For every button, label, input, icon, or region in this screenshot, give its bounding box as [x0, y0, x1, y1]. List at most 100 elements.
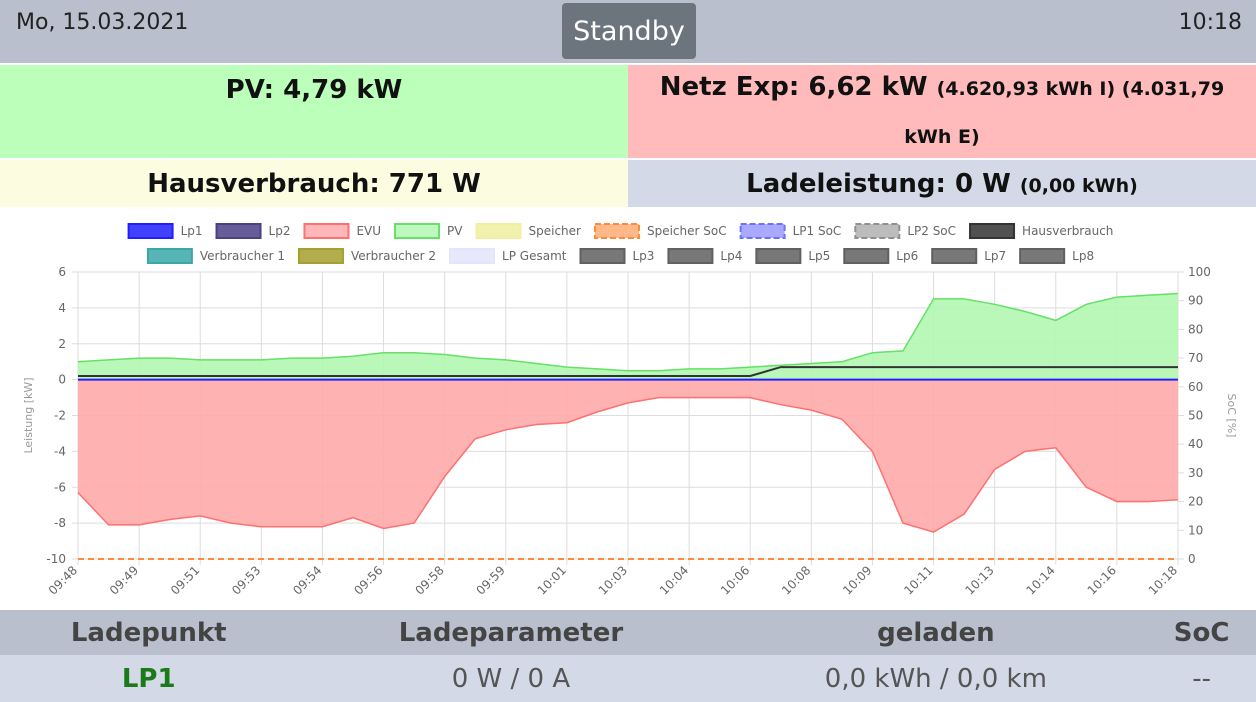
- legend-item[interactable]: Lp5: [755, 248, 830, 264]
- y-axis-title: Leistung [kW]: [22, 377, 35, 453]
- legend-swatch: [146, 248, 193, 264]
- column-header: SoC: [1147, 610, 1256, 655]
- legend-swatch: [739, 223, 786, 239]
- column-header: geladen: [724, 610, 1148, 655]
- line: [78, 366, 1178, 377]
- legend-label: EVU: [356, 224, 381, 238]
- x-tick-label: 10:04: [657, 563, 691, 597]
- legend-swatch: [449, 248, 496, 264]
- column-header: Ladeparameter: [297, 610, 725, 655]
- column-header: Ladepunkt: [0, 610, 298, 655]
- legend-item[interactable]: Lp8: [1019, 248, 1094, 264]
- legend-swatch: [394, 223, 441, 239]
- legend: Lp1 Lp2 EVU PV Speicher Speicher SoC LP1 SoC LP…: [127, 223, 1113, 264]
- y-tick-label: -6: [54, 480, 66, 494]
- legend-swatch: [297, 248, 344, 264]
- y2-tick-label: 90: [1188, 294, 1203, 308]
- x-tick-label: 09:56: [351, 563, 385, 597]
- y-tick-label: -2: [54, 409, 66, 423]
- y-tick-label: -4: [54, 444, 66, 458]
- y2-tick-label: 20: [1188, 495, 1203, 509]
- y2-axis-title: SoC [%]: [1225, 394, 1238, 438]
- legend-label: Verbraucher 1: [200, 249, 285, 263]
- date: Mo, 15.03.2021: [16, 10, 189, 35]
- legend-item[interactable]: LP1 SoC: [739, 223, 842, 239]
- legend-item[interactable]: Lp4: [667, 248, 742, 264]
- legend-label: Lp6: [896, 249, 918, 263]
- x-tick-label: 10:06: [718, 563, 752, 597]
- legend-swatch: [843, 248, 890, 264]
- legend-swatch: [931, 248, 978, 264]
- x-tick-label: 09:58: [412, 563, 446, 597]
- legend-item[interactable]: Speicher SoC: [593, 223, 727, 239]
- legend-swatch: [854, 223, 901, 239]
- netz-detail: (4.620,93 kWh I) (4.031,79 kWh E): [904, 77, 1225, 148]
- ladepunkt-table: Ladepunkt Ladeparameter geladen SoC LP1 0 W …: [0, 610, 1256, 702]
- y2-tick-label: 80: [1188, 322, 1203, 336]
- legend-label: Lp8: [1072, 249, 1094, 263]
- y2-tick-label: 0: [1188, 552, 1196, 566]
- legend-label: Lp5: [808, 249, 830, 263]
- legend-swatch: [303, 223, 350, 239]
- y-tick-label: 4: [58, 301, 66, 315]
- y2-tick-label: 10: [1188, 523, 1203, 537]
- legend-label: Speicher SoC: [647, 224, 727, 238]
- status-button[interactable]: Standby: [562, 3, 696, 59]
- x-tick-label: 10:18: [1146, 563, 1180, 597]
- cell[interactable]: LP1: [0, 655, 298, 702]
- y2-tick-label: 100: [1188, 265, 1211, 279]
- x-tick-label: 09:59: [474, 563, 508, 597]
- x-tick-label: 10:03: [596, 563, 630, 597]
- legend-item[interactable]: Verbraucher 2: [297, 248, 436, 264]
- x-tick-label: 09:48: [46, 563, 80, 597]
- legend-item[interactable]: Lp6: [843, 248, 918, 264]
- x-tick-label: 10:08: [779, 563, 813, 597]
- lade-tile: Ladeleistung: 0 W (0,00 kWh): [628, 160, 1256, 207]
- legend-item[interactable]: PV: [394, 223, 463, 239]
- legend-swatch: [579, 248, 626, 264]
- cell: --: [1147, 655, 1256, 702]
- legend-label: Speicher: [528, 224, 581, 238]
- x-tick-label: 10:16: [1085, 563, 1119, 597]
- x-tick-label: 10:01: [535, 563, 569, 597]
- lade-main: Ladeleistung: 0 W: [746, 168, 1011, 199]
- legend-item[interactable]: LP2 SoC: [854, 223, 956, 239]
- area-line: [77, 292, 1179, 372]
- legend-item[interactable]: Lp3: [579, 248, 654, 264]
- x-tick-label: 10:11: [901, 563, 935, 597]
- x-tick-label: 10:14: [1024, 563, 1058, 597]
- legend-item[interactable]: EVU: [303, 223, 381, 239]
- pv-tile: PV: 4,79 kW: [0, 65, 628, 158]
- legend-label: Lp2: [269, 224, 291, 238]
- y2-tick-label: 50: [1188, 409, 1203, 423]
- x-tick-label: 10:13: [962, 563, 996, 597]
- legend-item[interactable]: Lp2: [215, 223, 291, 239]
- legend-item[interactable]: Speicher: [475, 223, 581, 239]
- legend-label: LP2 SoC: [907, 224, 956, 238]
- legend-swatch: [215, 223, 262, 239]
- haus-tile: Hausverbrauch: 771 W: [0, 160, 628, 207]
- legend-item[interactable]: Verbraucher 1: [146, 248, 285, 264]
- x-tick-label: 09:49: [107, 563, 141, 597]
- lade-detail: (0,00 kWh): [1019, 174, 1138, 197]
- pv-text: PV: 4,79 kW: [225, 75, 403, 105]
- cell: 0 W / 0 A: [297, 655, 725, 702]
- legend-swatch: [969, 223, 1016, 239]
- netz-main: Netz Exp: 6,62 kW: [659, 71, 928, 102]
- chart: -10-8-6-4-20246010203040506070809010009:…: [22, 223, 1238, 598]
- legend-swatch: [1019, 248, 1066, 264]
- legend-item[interactable]: Lp7: [931, 248, 1006, 264]
- y-tick-label: -8: [54, 516, 66, 530]
- legend-label: Lp1: [181, 224, 203, 238]
- y-tick-label: 0: [58, 373, 66, 387]
- legend-label: Lp4: [720, 249, 742, 263]
- legend-swatch: [475, 223, 522, 239]
- legend-item[interactable]: Lp1: [127, 223, 203, 239]
- legend-swatch: [593, 223, 640, 239]
- x-tick-label: 09:54: [290, 563, 324, 597]
- area-line: [77, 396, 1179, 533]
- legend-item[interactable]: LP Gesamt: [449, 248, 567, 264]
- legend-item[interactable]: Hausverbrauch: [969, 223, 1113, 239]
- y2-tick-label: 70: [1188, 351, 1203, 365]
